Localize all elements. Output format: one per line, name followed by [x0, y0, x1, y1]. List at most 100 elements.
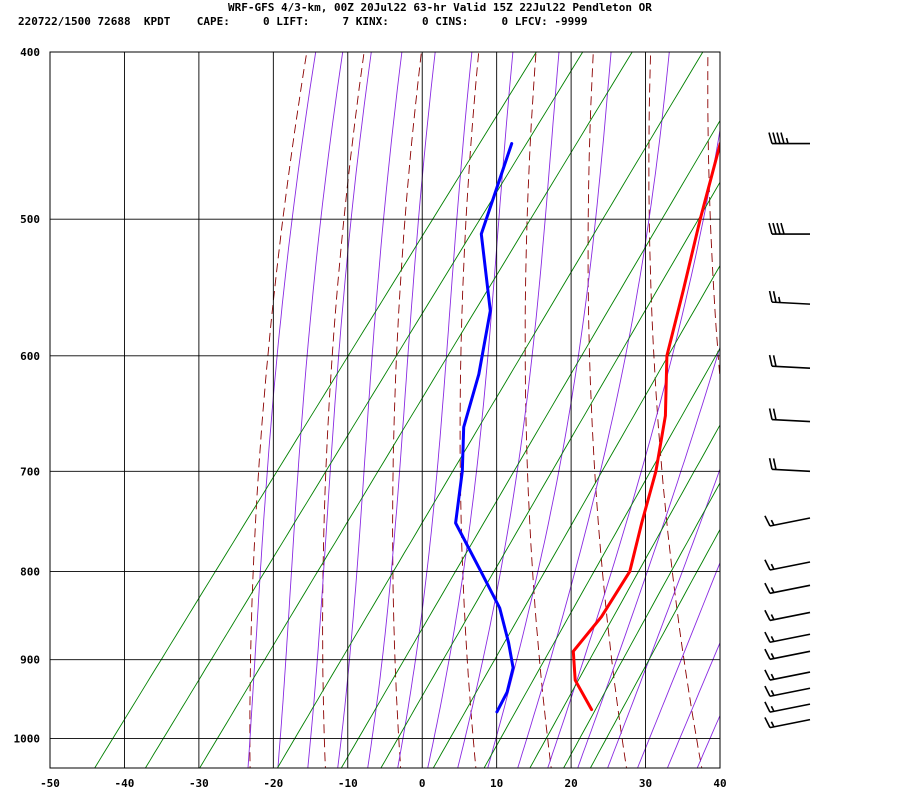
dewpoint-profile [454, 142, 515, 714]
chart-title: WRF-GFS 4/3-km, 00Z 20Jul22 63-hr Valid … [228, 1, 652, 14]
barb-half-feather [770, 705, 775, 712]
barb-feather [776, 132, 781, 144]
barb-feather [768, 222, 773, 235]
mixing-ratio-line [589, 528, 720, 768]
barb-feather [772, 355, 777, 367]
wind-barb [764, 559, 811, 571]
moist-adiabat [247, 52, 317, 768]
mixing-ratio-line [529, 424, 720, 768]
barb-staff [769, 650, 811, 661]
temperature-tick-label: 0 [419, 777, 426, 790]
moist-adiabat [577, 345, 720, 768]
barb-feather [764, 669, 771, 681]
barb-half-feather [770, 673, 775, 680]
moist-adiabat [607, 467, 720, 768]
temperature-tick-label: 40 [713, 777, 726, 790]
barb-half-feather [770, 587, 775, 593]
tick-labels: 400 500 600 700 800 900 1000 -50 -40 -30 -20 -10 0 10… [14, 46, 727, 790]
barb-feather [780, 132, 785, 144]
barb-staff [771, 301, 811, 305]
barb-half-feather [777, 296, 781, 303]
barb-staff [769, 561, 811, 571]
wind-barb [764, 717, 811, 729]
temperature-tick-label: -40 [115, 777, 135, 790]
dry-adiabat [707, 52, 720, 384]
barb-staff [769, 611, 811, 622]
temperature-tick-label: 10 [490, 777, 503, 790]
temperature-tick-label: -10 [338, 777, 358, 790]
mixing-ratio-line [199, 52, 633, 768]
barb-feather [768, 408, 773, 420]
dry-adiabat [392, 52, 422, 768]
pressure-tick-label: 400 [20, 46, 40, 59]
barb-staff [769, 633, 811, 644]
barb-feather [772, 458, 777, 470]
barb-feather [776, 222, 781, 235]
wind-barb [768, 222, 810, 235]
barb-staff [771, 468, 811, 473]
barb-feather [764, 685, 771, 697]
barb-feather [772, 408, 777, 420]
barb-staff [769, 671, 811, 681]
moist-adiabat [724, 33, 900, 775]
mixing-ratio-line [432, 264, 720, 768]
pressure-tick-label: 700 [20, 465, 40, 478]
temperature-tick-label: -50 [40, 777, 60, 790]
barb-half-feather [770, 614, 775, 620]
wind-barb [764, 669, 811, 681]
barb-feather [768, 458, 773, 470]
pressure-tick-label: 800 [20, 565, 40, 578]
pressure-tick-label: 1000 [14, 733, 41, 746]
wind-barb [764, 582, 811, 595]
mixing-ratio-line [380, 181, 720, 768]
wind-barb [768, 132, 810, 145]
profiles [454, 142, 720, 714]
barb-feather [768, 290, 773, 303]
barb-half-feather [770, 519, 775, 526]
wind-barb [764, 648, 811, 661]
dry-adiabat [879, 33, 900, 775]
barb-half-feather [770, 721, 775, 728]
temperature-tick-label: -30 [189, 777, 209, 790]
barb-feather [764, 609, 771, 621]
wind-barb [764, 609, 811, 622]
dry-adiabat [648, 52, 703, 768]
barb-feather [764, 582, 771, 594]
dry-adiabat [822, 33, 900, 775]
barb-staff [769, 517, 811, 527]
barb-staff [769, 584, 811, 595]
dry-adiabat [249, 52, 308, 768]
wind-barbs [764, 132, 811, 729]
temperature-tick-label: 30 [639, 777, 652, 790]
barb-feather [764, 648, 771, 660]
wind-barb [764, 685, 811, 698]
grid [50, 52, 720, 768]
temperature-tick-label: 20 [564, 777, 577, 790]
moist-adiabat [307, 52, 372, 768]
barb-staff [771, 365, 811, 370]
barb-staff [771, 418, 811, 423]
barb-feather [764, 717, 771, 728]
barb-half-feather [770, 690, 775, 696]
barb-staff [769, 687, 811, 698]
barb-feather [764, 515, 771, 527]
barb-staff [769, 718, 811, 729]
barb-feather [772, 222, 777, 235]
moist-adiabat [666, 641, 720, 768]
barb-half-feather [770, 636, 775, 642]
barb-feather [764, 559, 771, 571]
barb-half-feather [785, 137, 789, 144]
barb-feather [764, 701, 771, 713]
wind-barb [768, 458, 811, 473]
barb-feather [768, 354, 773, 367]
wind-barb [764, 701, 811, 713]
wind-barb [768, 290, 811, 305]
barb-feather [764, 631, 771, 643]
barb-feather [780, 222, 785, 235]
wind-barb [768, 354, 811, 370]
pressure-tick-label: 900 [20, 654, 40, 667]
mixing-ratio-line [563, 481, 720, 768]
mixing-ratio-line [94, 52, 537, 768]
mixing-ratio-line [340, 119, 720, 768]
